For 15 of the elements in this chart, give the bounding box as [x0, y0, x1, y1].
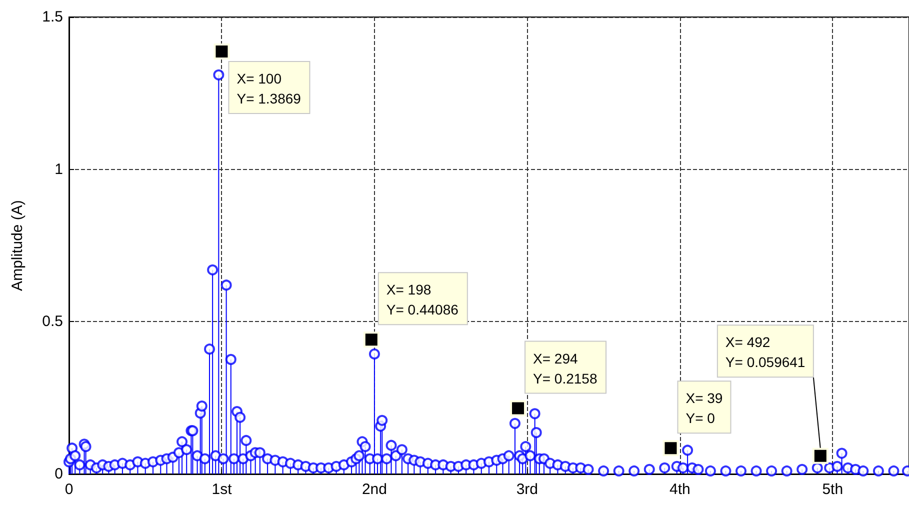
x-tick-label: 1st [212, 481, 233, 498]
x-tick-label: 4th [669, 481, 690, 498]
x-tick-label: 5th [822, 481, 844, 498]
annotation: X= 198 Y= 0.44086 [386, 282, 459, 318]
y-tick-label: 0.5 [42, 313, 63, 330]
annotation: X= 492 Y= 0.059641 [725, 334, 806, 370]
y-tick-label: 1.5 [42, 8, 63, 26]
annotation: X= 294 Y= 0.2158 [533, 350, 598, 386]
x-tick-label: 3rd [516, 481, 538, 498]
annotation: X= 100 Y= 1.3869 [236, 70, 302, 106]
y-tick-label: 1 [54, 160, 63, 178]
annotation: X= 39 Y= 0 [686, 390, 723, 426]
x-tick-label: 2nd [362, 481, 387, 498]
y-axis-title: Amplitude (A) [9, 200, 26, 291]
y-tick-label: 0 [54, 466, 63, 482]
